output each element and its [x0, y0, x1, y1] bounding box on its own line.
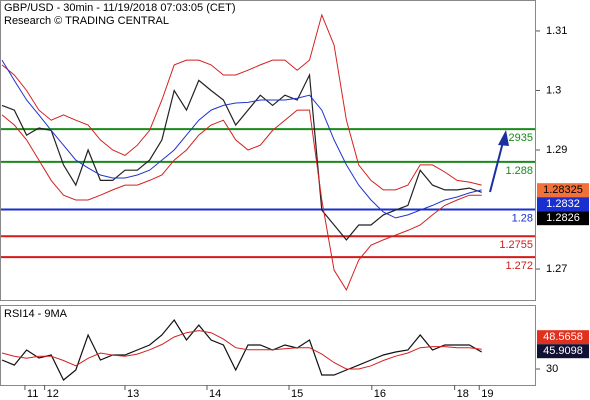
- value-box-label: 48.5658: [543, 331, 583, 343]
- x-tick-label: 18: [457, 388, 469, 400]
- y-tick-label: 1.29: [546, 144, 567, 156]
- y-tick-label: 1.31: [546, 25, 567, 37]
- level-label: 2935: [509, 132, 533, 144]
- value-box: [537, 344, 589, 359]
- arrow-shaft: [489, 141, 504, 193]
- series-line: [1, 330, 482, 370]
- value-box: [537, 211, 589, 226]
- level-label: 1.288: [505, 165, 533, 177]
- y-tick-label: 1.27: [546, 263, 567, 275]
- value-box-label: 1.2826: [546, 212, 580, 224]
- value-box: [537, 330, 589, 345]
- value-box: [537, 183, 589, 198]
- rsi-title: RSI14 - 9MA: [4, 308, 68, 320]
- value-box-label: 1.28325: [543, 184, 583, 196]
- level-label: 1.2755: [499, 239, 533, 251]
- x-tick-label: 16: [374, 388, 386, 400]
- series-line: [1, 109, 482, 291]
- main-panel: [0, 0, 536, 301]
- forecast-arrow: [489, 130, 509, 193]
- x-tick-label: 12: [47, 388, 59, 400]
- x-tick-label: 11: [27, 388, 38, 400]
- arrow-head: [498, 130, 509, 146]
- value-box: [537, 197, 589, 212]
- x-tick-label: 15: [291, 388, 303, 400]
- x-tick-label: 14: [209, 388, 221, 400]
- value-box-label: 45.9098: [543, 345, 583, 357]
- plot-layer: 1.27 1.29 1.3 1.31 2935 1.288 1.28 1.2755 1.272 1…: [1, 13, 589, 400]
- level-label: 1.28: [512, 212, 533, 224]
- level-label: 1.272: [505, 260, 533, 272]
- y-tick-label: 30: [546, 363, 558, 375]
- x-tick-label: 19: [481, 388, 493, 400]
- series-line: [1, 59, 482, 219]
- series-line: [1, 13, 482, 191]
- chart-title: GBP/USD - 30min - 11/19/2018 07:03:05 (C…: [4, 2, 236, 14]
- x-tick-label: 13: [127, 388, 139, 400]
- y-tick-label: 1.3: [546, 84, 561, 96]
- series-line: [1, 318, 482, 381]
- chart-subtitle: Research © TRADING CENTRAL: [4, 15, 169, 27]
- series-line: [1, 72, 482, 241]
- value-box-label: 1.2832: [546, 198, 580, 210]
